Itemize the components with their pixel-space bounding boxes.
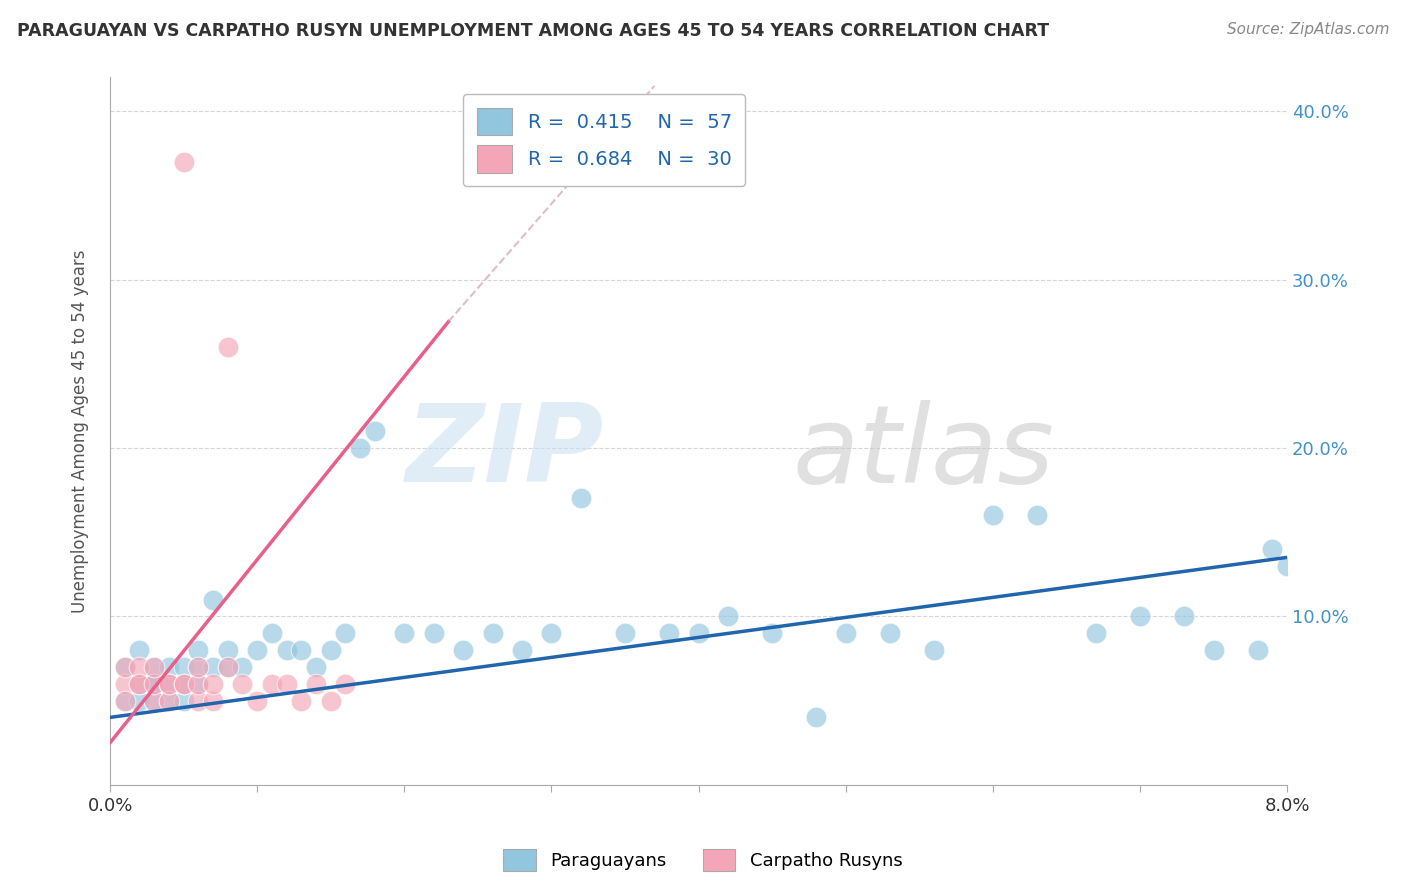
Point [114, 660, 136, 674]
Point [1026, 508, 1049, 523]
Text: ZIP: ZIP [406, 400, 605, 505]
Point [305, 676, 328, 690]
Point [349, 441, 371, 455]
Text: atlas: atlas [793, 400, 1054, 505]
Point [217, 660, 239, 674]
Point [143, 693, 166, 707]
Point [394, 626, 416, 640]
Point [157, 676, 180, 690]
Legend: R =  0.415    N =  57, R =  0.684    N =  30: R = 0.415 N = 57, R = 0.684 N = 30 [464, 95, 745, 186]
Point [143, 660, 166, 674]
Point [451, 643, 474, 657]
Point [688, 626, 710, 640]
Text: PARAGUAYAN VS CARPATHO RUSYN UNEMPLOYMENT AMONG AGES 45 TO 54 YEARS CORRELATION : PARAGUAYAN VS CARPATHO RUSYN UNEMPLOYMEN… [17, 22, 1049, 40]
Point [540, 626, 562, 640]
Point [1084, 626, 1107, 640]
Point [114, 660, 136, 674]
Point [143, 676, 166, 690]
Point [1173, 609, 1195, 624]
Point [481, 626, 503, 640]
Point [202, 676, 225, 690]
Point [157, 693, 180, 707]
Point [217, 643, 239, 657]
Point [173, 676, 195, 690]
Point [1261, 541, 1284, 556]
Point [187, 643, 209, 657]
Point [761, 626, 783, 640]
Point [173, 676, 195, 690]
Point [305, 660, 328, 674]
Point [143, 660, 166, 674]
Point [260, 626, 283, 640]
Point [335, 676, 357, 690]
Point [231, 660, 253, 674]
Point [202, 660, 225, 674]
Point [614, 626, 637, 640]
Point [1129, 609, 1152, 624]
Point [1202, 643, 1225, 657]
Text: Source: ZipAtlas.com: Source: ZipAtlas.com [1226, 22, 1389, 37]
Point [246, 693, 269, 707]
Point [173, 660, 195, 674]
Point [806, 710, 828, 724]
Point [128, 676, 150, 690]
Point [128, 693, 150, 707]
Point [187, 676, 209, 690]
Y-axis label: Unemployment Among Ages 45 to 54 years: Unemployment Among Ages 45 to 54 years [72, 250, 89, 613]
Point [143, 676, 166, 690]
Point [879, 626, 901, 640]
Point [423, 626, 446, 640]
Point [335, 626, 357, 640]
Point [922, 643, 945, 657]
Point [173, 693, 195, 707]
Point [114, 676, 136, 690]
Point [276, 643, 298, 657]
Point [319, 643, 342, 657]
Point [231, 676, 253, 690]
Point [157, 660, 180, 674]
Point [187, 660, 209, 674]
Point [157, 676, 180, 690]
Point [187, 693, 209, 707]
Point [260, 676, 283, 690]
Point [319, 693, 342, 707]
Point [143, 676, 166, 690]
Point [128, 676, 150, 690]
Point [202, 592, 225, 607]
Point [290, 643, 312, 657]
Point [114, 693, 136, 707]
Point [173, 154, 195, 169]
Point [157, 693, 180, 707]
Point [157, 676, 180, 690]
Point [1275, 558, 1298, 573]
Point [114, 693, 136, 707]
Legend: Paraguayans, Carpatho Rusyns: Paraguayans, Carpatho Rusyns [496, 842, 910, 879]
Point [246, 643, 269, 657]
Point [217, 660, 239, 674]
Point [128, 643, 150, 657]
Point [187, 660, 209, 674]
Point [143, 693, 166, 707]
Point [128, 676, 150, 690]
Point [569, 491, 592, 506]
Point [1246, 643, 1268, 657]
Point [276, 676, 298, 690]
Point [717, 609, 740, 624]
Point [217, 340, 239, 354]
Point [202, 693, 225, 707]
Point [834, 626, 856, 640]
Point [187, 676, 209, 690]
Point [658, 626, 681, 640]
Point [128, 660, 150, 674]
Point [173, 676, 195, 690]
Point [290, 693, 312, 707]
Point [364, 424, 387, 438]
Point [510, 643, 533, 657]
Point [981, 508, 1004, 523]
